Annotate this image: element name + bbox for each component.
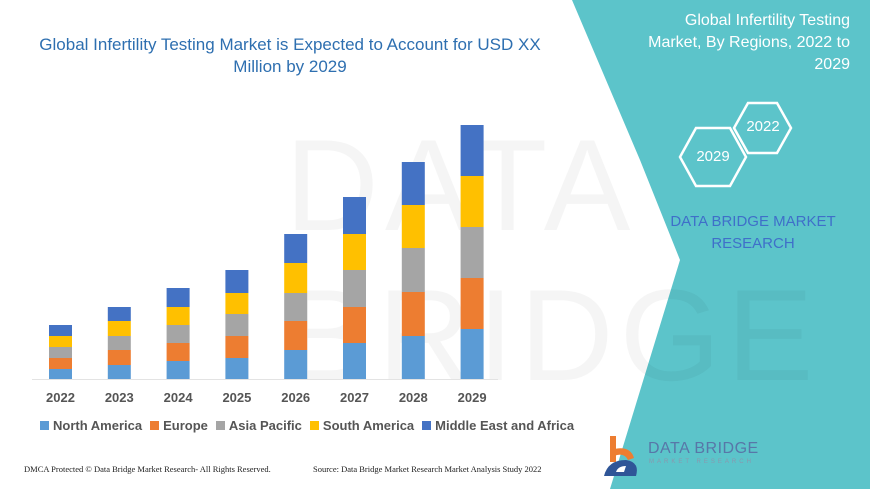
footer-source: Source: Data Bridge Market Research Mark… — [313, 464, 542, 474]
logo-name: DATA BRIDGE — [648, 440, 759, 457]
bar-segment-2022-north-america — [49, 369, 72, 379]
chart-title: Global Infertility Testing Market is Exp… — [39, 35, 541, 76]
bar-segment-2025-europe — [225, 336, 249, 358]
bar-segment-2027-europe — [343, 307, 366, 343]
side-panel-title: Global Infertility Testing Market, By Re… — [648, 12, 850, 73]
stacked-bar-chart: 2022 2023 2024 2025 2026 2027 2028 2029 — [32, 125, 498, 405]
bar-segment-2029-asia-pacific — [460, 227, 484, 278]
bar-segment-2023-north-america — [107, 365, 131, 379]
logo-subtitle: MARKET RESEARCH — [649, 459, 754, 465]
legend-label: Middle East and Africa — [435, 418, 575, 433]
bar-segment-2023-middle-east-and-africa — [107, 307, 131, 321]
bar-segment-2028-asia-pacific — [401, 248, 425, 292]
bar-segment-2027-asia-pacific — [343, 270, 366, 307]
bar-segment-2022-europe — [49, 358, 72, 369]
footer-copyright: DMCA Protected © Data Bridge Market Rese… — [24, 464, 271, 474]
bar-segment-2028-north-america — [401, 336, 425, 379]
legend-item: Middle East and Africa — [422, 418, 574, 433]
bar-segment-2022-south-america — [49, 336, 72, 347]
bar-segment-2023-europe — [107, 350, 131, 365]
bar-segment-2026-asia-pacific — [284, 293, 308, 321]
bar-segment-2024-north-america — [166, 361, 190, 379]
x-tick-label: 2025 — [222, 390, 251, 405]
bar-segment-2027-south-america — [343, 234, 366, 270]
hexagon-2022-icon — [732, 101, 793, 155]
bar-segment-2026-europe — [284, 321, 308, 350]
chart-legend: North America Europe Asia Pacific South Ame… — [40, 418, 574, 433]
bar-segment-2029-europe — [460, 278, 484, 329]
legend-swatch — [309, 421, 319, 430]
legend-swatch — [215, 421, 225, 430]
hexagon-2029-icon — [678, 126, 748, 188]
bar-segment-2027-middle-east-and-africa — [343, 197, 366, 234]
bar-segment-2026-north-america — [284, 350, 308, 379]
legend-swatch — [422, 421, 432, 430]
legend-label: Europe — [163, 418, 208, 433]
legend-swatch — [150, 421, 160, 430]
bar-segment-2028-south-america — [401, 205, 425, 248]
hex-label-2022: 2022 — [746, 118, 780, 135]
legend-item: North America — [40, 418, 142, 433]
bar-segment-2022-asia-pacific — [49, 347, 72, 358]
bar-segment-2025-south-america — [225, 293, 249, 314]
bar-segment-2029-north-america — [460, 329, 484, 379]
bar-segment-2023-south-america — [107, 321, 131, 336]
bar-segment-2028-europe — [401, 292, 425, 336]
bar-segment-2028-middle-east-and-africa — [401, 162, 425, 205]
legend-item: South America — [309, 418, 415, 433]
side-panel-brand: DATA BRIDGE MARKET RESEARCH — [670, 213, 836, 252]
bar-segment-2024-europe — [166, 343, 190, 361]
x-tick-label: 2027 — [340, 390, 369, 405]
legend-label: South America — [322, 418, 415, 433]
x-tick-label: 2026 — [281, 390, 310, 405]
bar-segment-2027-north-america — [343, 343, 366, 379]
bar-segment-2024-middle-east-and-africa — [166, 288, 190, 307]
legend-item: Europe — [150, 418, 208, 433]
x-tick-label: 2023 — [105, 390, 134, 405]
hex-label-2029: 2029 — [696, 148, 730, 165]
x-tick-label: 2022 — [46, 390, 75, 405]
x-tick-label: 2028 — [399, 390, 428, 405]
legend-item: Asia Pacific — [215, 418, 302, 433]
legend-label: North America — [53, 418, 143, 433]
bar-segment-2022-middle-east-and-africa — [49, 325, 72, 336]
x-tick-label: 2029 — [458, 390, 487, 405]
bar-segment-2025-asia-pacific — [225, 314, 249, 336]
data-bridge-logo-icon — [604, 436, 637, 476]
bar-segment-2029-south-america — [460, 176, 484, 227]
x-tick-label: 2024 — [164, 390, 194, 405]
bar-segment-2023-asia-pacific — [107, 336, 131, 350]
legend-swatch — [40, 421, 49, 430]
bar-segment-2026-south-america — [284, 263, 308, 293]
bar-segment-2026-middle-east-and-africa — [284, 234, 308, 263]
legend-label: Asia Pacific — [228, 418, 302, 433]
bar-segment-2025-middle-east-and-africa — [225, 270, 249, 293]
bar-segment-2025-north-america — [225, 358, 249, 379]
bar-segment-2024-asia-pacific — [166, 325, 190, 343]
bar-segment-2029-middle-east-and-africa — [460, 125, 484, 176]
bar-segment-2024-south-america — [166, 307, 190, 325]
